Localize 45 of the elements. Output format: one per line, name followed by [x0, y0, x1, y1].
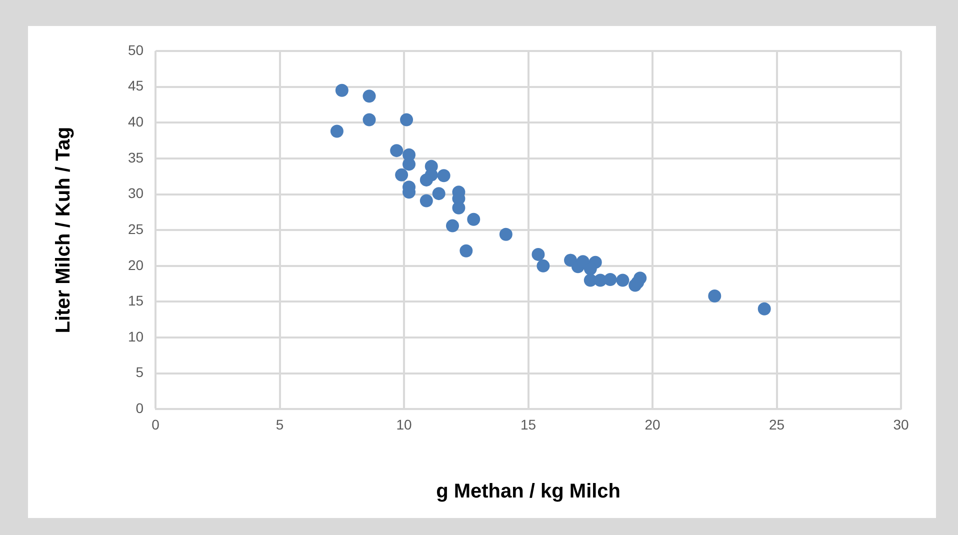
y-axis-title: Liter Milch / Kuh / Tag — [52, 126, 75, 334]
point — [631, 276, 644, 289]
point — [402, 158, 416, 171]
point — [616, 274, 630, 287]
x-tick-label: 10 — [396, 416, 412, 432]
point — [390, 144, 404, 158]
point — [362, 90, 376, 103]
point — [400, 113, 414, 126]
y-tick-label: 50 — [128, 42, 144, 58]
point — [420, 194, 433, 208]
point — [420, 173, 433, 186]
x-tick-label: 0 — [152, 416, 160, 432]
point — [452, 201, 466, 214]
point — [437, 169, 450, 182]
point — [584, 262, 597, 276]
y-tick-label: 20 — [128, 256, 144, 273]
point — [460, 244, 473, 258]
point — [708, 290, 722, 303]
x-tick-label: 25 — [768, 416, 785, 432]
point — [432, 187, 446, 200]
x-tick-label: 5 — [276, 416, 284, 432]
point — [362, 113, 376, 126]
x-axis-title: g Methan / kg Milch — [436, 480, 621, 503]
point — [446, 219, 459, 232]
y-tick-label: 35 — [128, 149, 144, 166]
point — [536, 259, 550, 272]
x-tick-label: 15 — [520, 416, 536, 432]
y-tick-label: 45 — [128, 78, 144, 94]
x-tick-label: 30 — [893, 416, 909, 432]
y-tick-label: 15 — [128, 292, 144, 309]
y-tick-label: 0 — [136, 400, 144, 416]
y-tick-label: 40 — [128, 114, 144, 130]
x-tick-label: 20 — [644, 416, 661, 432]
point — [532, 248, 545, 261]
point — [467, 212, 480, 226]
point — [499, 228, 512, 241]
point — [395, 168, 408, 182]
y-tick-label: 5 — [136, 364, 144, 380]
point — [335, 84, 348, 97]
point — [330, 124, 344, 138]
y-tick-label: 30 — [128, 185, 144, 202]
y-tick-label: 10 — [128, 328, 144, 344]
y-tick-label: 25 — [128, 220, 144, 237]
point — [604, 273, 617, 286]
point — [758, 302, 771, 316]
